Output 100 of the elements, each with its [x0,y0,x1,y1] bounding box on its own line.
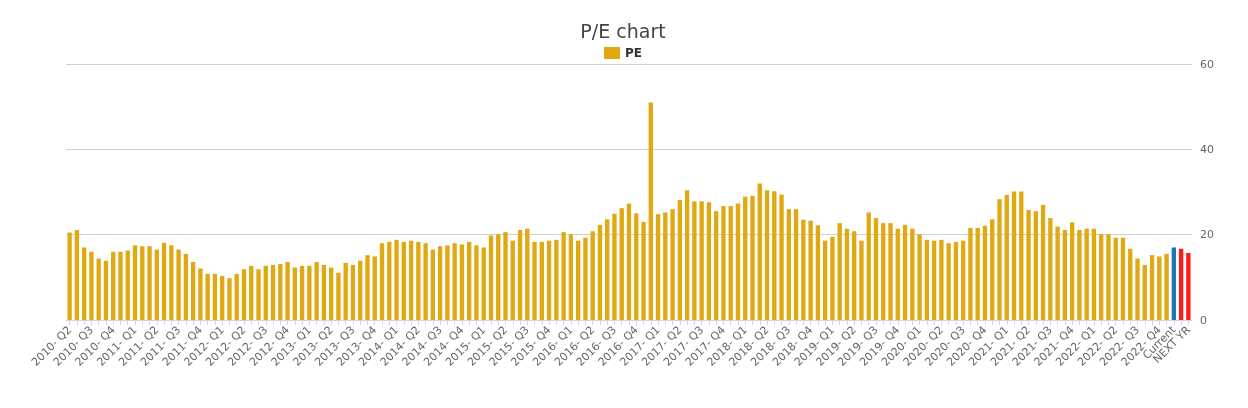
bar [299,265,305,320]
bar [692,201,697,320]
bar [684,190,690,320]
bar [735,203,741,320]
bar [459,244,465,320]
bar [793,209,799,320]
y-tick-label: 60 [1200,57,1214,71]
bar [939,239,944,320]
bar [401,241,406,320]
bar [975,227,980,320]
bar [815,225,821,320]
bar [750,195,755,320]
bar [132,245,138,320]
bar [1164,253,1169,320]
bar [365,255,370,320]
bar [626,203,632,320]
bar [503,232,508,320]
bar [677,200,683,320]
bar [1055,226,1060,320]
bar [423,243,428,320]
bar [321,264,327,320]
bar [1186,253,1191,320]
chart-title: P/E chart [580,19,666,42]
bar [1091,228,1097,320]
bar [1099,234,1104,320]
bar [387,241,392,320]
bar [183,253,189,320]
bar [786,209,791,320]
bar [1062,229,1068,320]
bar [103,260,109,320]
bar [379,243,385,320]
bar [1120,237,1126,320]
bar [343,262,348,320]
bar [81,247,87,320]
bar [960,240,966,320]
bar [590,231,595,320]
bar [605,219,610,320]
bar [1069,222,1075,320]
bar [517,229,523,320]
bar [1178,248,1184,320]
bar [358,260,363,320]
bar [757,183,762,320]
bar [583,237,588,320]
bar [619,208,624,320]
y-tick-label: 40 [1200,142,1214,156]
bar [307,265,312,320]
bar [641,221,646,320]
bar [154,249,159,320]
bar [924,239,930,320]
bar [539,241,545,320]
bar [147,246,152,320]
bar [256,269,261,320]
bar [169,245,174,320]
bar [917,234,922,320]
bar [931,240,937,320]
legend-label: PE [625,46,642,60]
bar [1077,229,1082,320]
bar [721,206,726,320]
bar [648,102,653,320]
bar [699,201,704,320]
bar [990,219,995,320]
bar [525,228,530,320]
bar [982,225,988,320]
bar [111,251,116,320]
bar [532,241,537,320]
bar [772,191,777,320]
bar [670,209,675,320]
bar [866,212,871,320]
bar [1157,256,1162,320]
bar [663,212,668,320]
bar [488,235,494,320]
bar [474,245,479,320]
bar [372,256,377,320]
bar [1149,255,1155,320]
bar [198,268,203,320]
bar [496,234,501,320]
bar [234,273,239,320]
bar [743,196,748,320]
bar [350,264,356,320]
bar [1171,247,1177,320]
bar [161,242,167,320]
bar [554,239,559,320]
bar [852,231,857,320]
bar [314,261,319,320]
bar [1135,258,1140,320]
bar [408,240,414,320]
bar [612,213,617,320]
bar [220,276,225,320]
bar [655,214,661,320]
bar [837,223,842,320]
bar [336,272,341,320]
bar [946,243,951,320]
bar [888,223,893,320]
bar [546,240,552,320]
bar [249,265,254,320]
bar [568,234,574,320]
bar [1128,248,1133,320]
bar [190,261,196,320]
bar [844,228,850,320]
bar [278,264,283,320]
